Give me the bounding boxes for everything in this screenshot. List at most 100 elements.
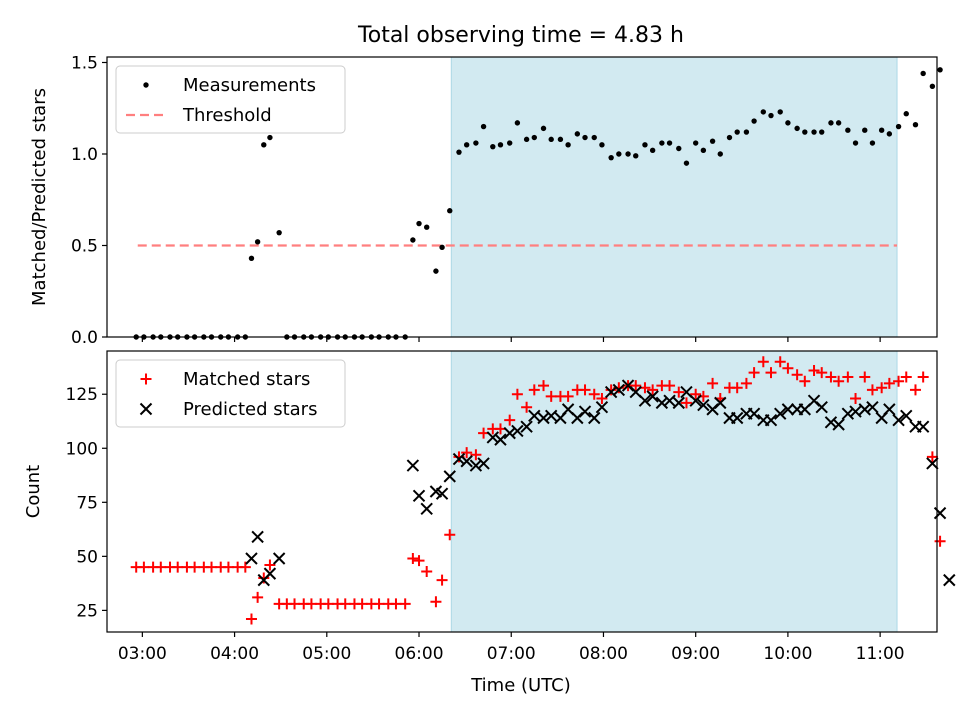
data-point	[503, 426, 516, 440]
data-point	[413, 555, 425, 567]
data-point	[883, 377, 895, 389]
data-point	[638, 394, 652, 407]
data-point	[751, 118, 757, 124]
data-point	[460, 455, 473, 468]
data-point	[850, 393, 862, 405]
data-point	[504, 414, 516, 426]
observing-span	[450, 56, 898, 338]
data-point	[511, 424, 524, 438]
legend: Measurements Threshold	[115, 65, 346, 134]
data-point	[604, 385, 618, 399]
data-point	[740, 377, 752, 389]
data-point	[934, 535, 946, 547]
y-tick-label: 1.0	[71, 145, 98, 165]
data-point	[862, 127, 868, 133]
data-point	[521, 401, 533, 413]
data-point	[443, 470, 456, 483]
data-point	[799, 375, 811, 387]
data-point	[574, 131, 581, 137]
data-point	[709, 138, 716, 144]
data-point	[672, 396, 685, 410]
data-point	[926, 451, 938, 463]
data-point	[811, 129, 817, 135]
y-tick-label: 125	[66, 385, 98, 405]
data-point	[630, 380, 642, 392]
data-point	[520, 420, 533, 433]
data-point	[747, 407, 761, 420]
series-predicted-stars	[245, 379, 956, 587]
data-point	[565, 142, 571, 148]
data-point	[842, 371, 854, 383]
data-point	[322, 598, 334, 610]
data-point	[507, 140, 513, 146]
data-point	[252, 591, 264, 603]
x-axis-label: Time (UTC)	[470, 675, 571, 696]
data-point	[470, 449, 482, 461]
data-point	[917, 371, 929, 383]
legend-marker	[143, 82, 149, 88]
data-point	[768, 112, 774, 119]
data-point	[272, 552, 286, 565]
data-point	[410, 237, 416, 243]
data-point	[841, 407, 855, 420]
data-point	[407, 553, 419, 565]
data-point	[647, 384, 659, 396]
data-point	[497, 142, 504, 148]
legend: Matched stars Predicted stars	[115, 359, 346, 428]
data-point	[528, 409, 541, 423]
data-point	[680, 397, 692, 409]
data-point	[893, 375, 905, 387]
data-point	[596, 393, 608, 405]
data-point	[461, 447, 473, 459]
data-point	[633, 153, 639, 159]
data-point	[943, 573, 956, 587]
data-point	[920, 70, 926, 77]
data-point	[420, 502, 433, 515]
data-point	[248, 255, 255, 262]
data-point	[903, 111, 909, 117]
data-point	[538, 380, 550, 392]
legend-label: Predicted stars	[183, 399, 317, 420]
data-point	[909, 384, 921, 396]
data-point	[676, 145, 682, 152]
data-point	[239, 561, 251, 573]
legend-label: Threshold	[182, 105, 272, 126]
data-point	[473, 140, 479, 146]
data-point	[825, 371, 837, 383]
data-point	[707, 377, 719, 389]
data-point	[588, 411, 601, 425]
data-point	[937, 67, 943, 73]
data-point	[523, 136, 530, 143]
data-point	[646, 390, 659, 403]
data-point	[430, 596, 442, 608]
figure-title: Total observing time = 4.83 h	[357, 23, 684, 48]
data-point	[828, 120, 834, 126]
data-point	[912, 122, 919, 128]
x-tick-label: 10:00	[763, 644, 812, 664]
data-point	[808, 364, 820, 376]
data-point	[390, 598, 402, 610]
data-point	[531, 134, 537, 141]
data-point	[444, 529, 456, 541]
data-point	[782, 362, 794, 374]
data-point	[760, 109, 767, 115]
data-point	[251, 530, 264, 544]
data-point	[625, 151, 631, 157]
data-point	[726, 134, 733, 141]
data-point	[447, 208, 453, 214]
x-tick-label: 05:00	[302, 644, 351, 664]
data-point	[642, 142, 648, 148]
count-panel: 25 50 75 100 125 03:00 04:00 05:00 06:00 07:00 08:…	[23, 350, 956, 664]
data-point	[261, 142, 267, 148]
data-point	[511, 388, 523, 400]
data-point	[599, 142, 605, 148]
data-point	[588, 388, 600, 400]
y-tick-label: 1.5	[71, 53, 98, 73]
data-point	[743, 129, 750, 135]
data-point	[933, 506, 947, 520]
data-point	[258, 572, 270, 584]
data-point	[866, 400, 879, 414]
data-point	[456, 149, 462, 155]
data-point	[406, 459, 420, 472]
data-point	[557, 136, 564, 143]
